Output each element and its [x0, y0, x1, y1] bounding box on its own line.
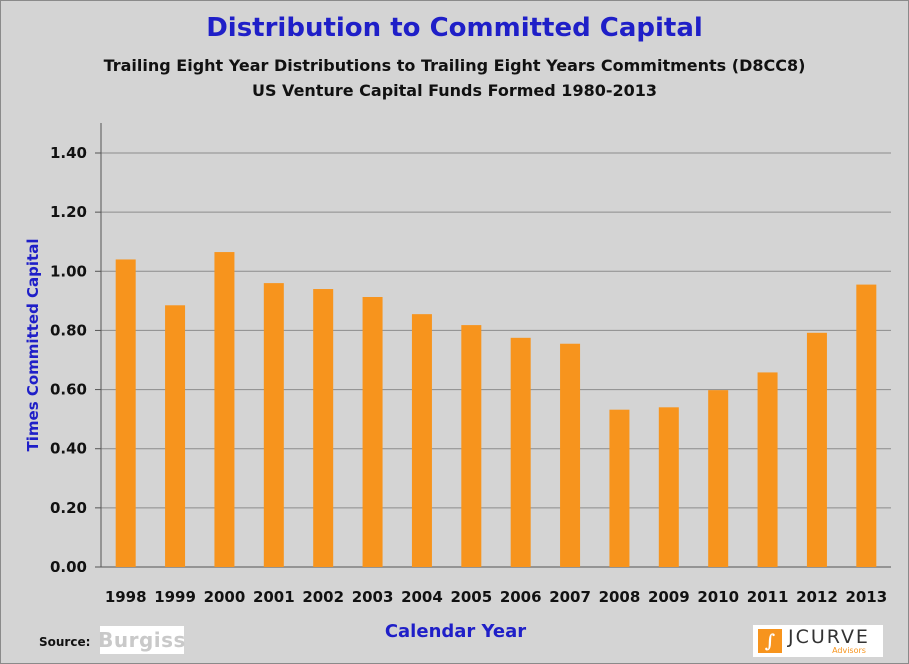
bar-2002	[313, 289, 334, 567]
chart-subtitle-2: US Venture Capital Funds Formed 1980-201…	[251, 81, 658, 100]
x-tick-label: 2005	[450, 588, 492, 606]
x-tick-label: 2012	[796, 588, 838, 606]
bar-2011	[757, 372, 778, 567]
x-tick-label: 2006	[500, 588, 542, 606]
jcurve-logo: ∫ JCURVE Advisors	[753, 625, 883, 657]
bar-2005	[461, 325, 482, 567]
x-tick-label: 1999	[154, 588, 196, 606]
chart-title: Distribution to Committed Capital	[206, 13, 703, 43]
bar-2010	[708, 390, 729, 567]
bar-2009	[658, 407, 679, 567]
x-tick-label: 2009	[648, 588, 690, 606]
bar-1999	[165, 305, 186, 567]
y-tick-label: 0.60	[50, 381, 87, 399]
y-tick-label: 0.20	[50, 499, 87, 517]
bar-2001	[263, 283, 284, 567]
x-tick-label: 2001	[253, 588, 295, 606]
burgiss-logo-text: Burgiss	[98, 628, 186, 652]
x-tick-label: 2002	[302, 588, 344, 606]
bar-chart: 0.00 0.20 0.40 0.60 0.80 1.00 1.20 1.40 1998 1999…	[50, 123, 891, 606]
y-tick-label: 1.20	[50, 203, 87, 221]
x-tick-label: 2010	[697, 588, 739, 606]
x-tick-label: 2008	[599, 588, 641, 606]
x-tick-label: 2013	[845, 588, 887, 606]
source-label: Source:	[39, 635, 91, 649]
y-tick-label: 0.00	[50, 558, 87, 576]
y-axis-label: Times Committed Capital	[24, 238, 42, 452]
bar-2007	[560, 343, 581, 567]
jcurve-mark-icon: ∫	[758, 629, 782, 653]
bar-2013	[856, 284, 877, 567]
bar-2000	[214, 252, 235, 568]
bar-2008	[609, 409, 630, 567]
x-axis-label: Calendar Year	[384, 621, 527, 642]
x-tick-label: 2000	[204, 588, 246, 606]
jcurve-logo-tagline: Advisors	[832, 645, 866, 655]
bar-2012	[806, 332, 827, 567]
y-tick-label: 1.00	[50, 262, 87, 280]
bar-2004	[411, 314, 432, 567]
jcurve-logo-name: JCURVE	[788, 625, 870, 648]
bar-1998	[115, 259, 136, 567]
x-tick-label: 2004	[401, 588, 443, 606]
x-tick-label: 1998	[105, 588, 147, 606]
bar-2006	[510, 337, 531, 567]
chart-subtitle-1: Trailing Eight Year Distributions to Tra…	[103, 56, 806, 75]
bar-2003	[362, 297, 383, 567]
x-tick-label: 2007	[549, 588, 591, 606]
y-tick-label: 0.40	[50, 440, 87, 458]
y-tick-label: 1.40	[50, 144, 87, 162]
y-tick-label: 0.80	[50, 321, 87, 339]
x-tick-label: 2011	[747, 588, 789, 606]
x-tick-label: 2003	[352, 588, 394, 606]
burgiss-logo: Burgiss	[98, 626, 186, 654]
